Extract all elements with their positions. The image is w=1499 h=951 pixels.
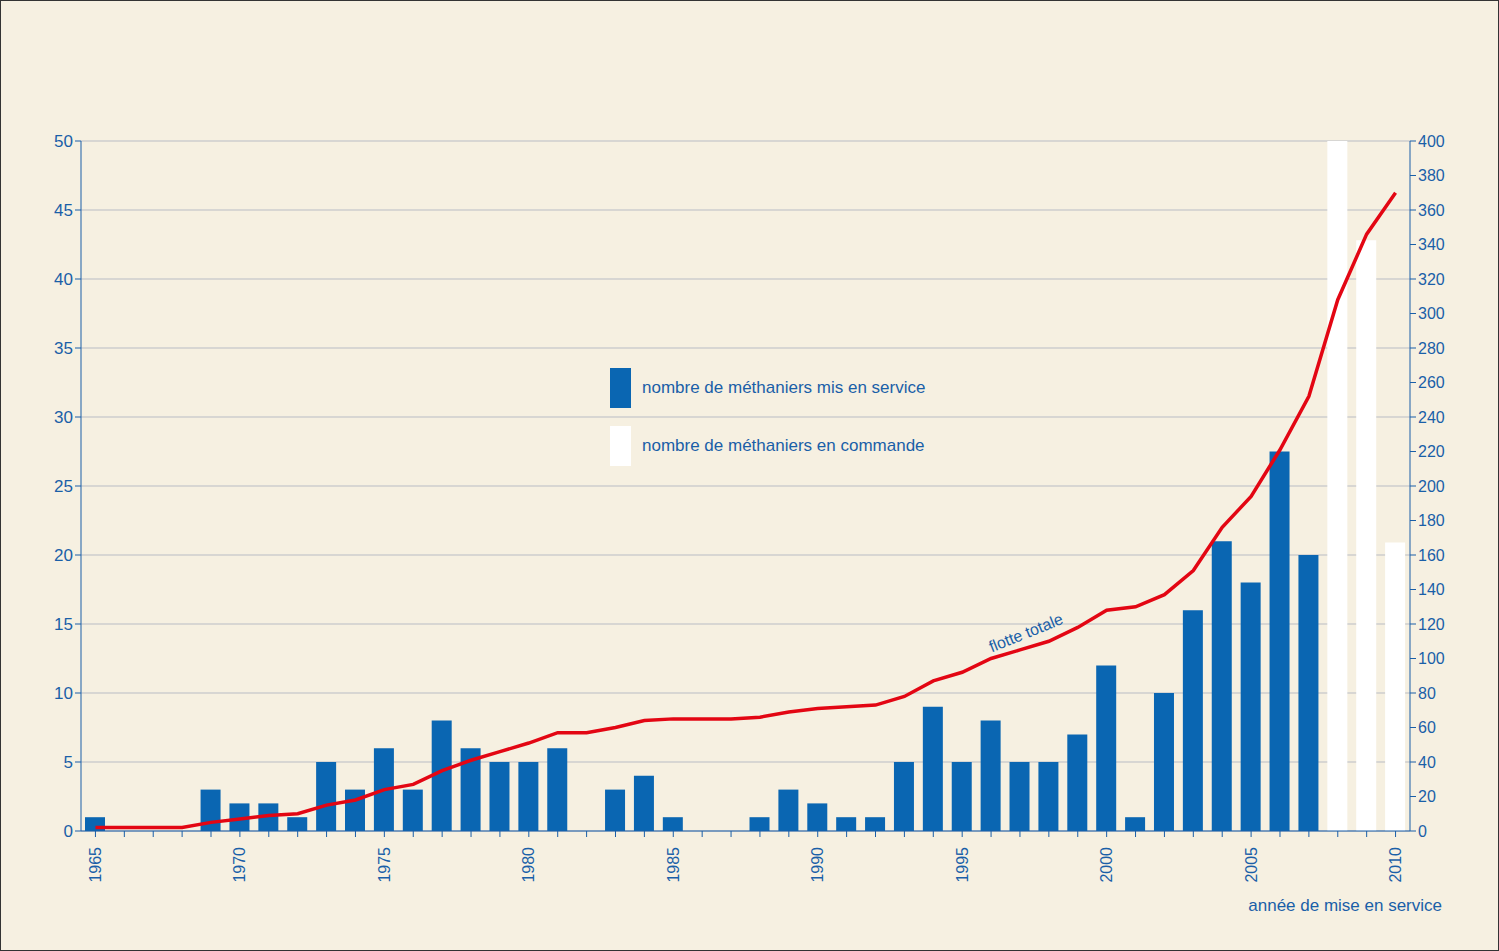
svg-text:45: 45 [54,201,73,220]
svg-text:1990: 1990 [809,847,826,883]
svg-text:0: 0 [64,822,73,841]
svg-text:25: 25 [54,477,73,496]
svg-text:1965: 1965 [87,847,104,883]
svg-text:1980: 1980 [520,847,537,883]
svg-text:1970: 1970 [231,847,248,883]
svg-text:1975: 1975 [376,847,393,883]
svg-text:0: 0 [1418,823,1427,840]
svg-text:200: 200 [1418,478,1445,495]
svg-text:1995: 1995 [954,847,971,883]
svg-text:140: 140 [1418,581,1445,598]
svg-text:120: 120 [1418,616,1445,633]
svg-text:240: 240 [1418,409,1445,426]
html-text:année de mise en service: année de mise en service [1248,896,1442,915]
svg-text:50: 50 [54,132,73,151]
svg-text:20: 20 [54,546,73,565]
svg-text:flotte totale: flotte totale [986,610,1065,655]
svg-text:2005: 2005 [1243,847,1260,883]
svg-text:100: 100 [1418,650,1445,667]
svg-text:2010: 2010 [1387,847,1404,883]
svg-text:260: 260 [1418,374,1445,391]
svg-text:20: 20 [1418,788,1436,805]
svg-text:300: 300 [1418,305,1445,322]
svg-text:280: 280 [1418,340,1445,357]
svg-text:180: 180 [1418,512,1445,529]
svg-text:1985: 1985 [665,847,682,883]
svg-text:35: 35 [54,339,73,358]
svg-text:400: 400 [1418,133,1445,150]
svg-text:15: 15 [54,615,73,634]
svg-text:60: 60 [1418,719,1436,736]
svg-text:2000: 2000 [1098,847,1115,883]
svg-text:360: 360 [1418,202,1445,219]
svg-text:30: 30 [54,408,73,427]
svg-text:5: 5 [64,753,73,772]
svg-text:10: 10 [54,684,73,703]
html-text:nombre de méthaniers mis en se: nombre de méthaniers mis en service [642,378,926,397]
svg-text:340: 340 [1418,236,1445,253]
svg-text:160: 160 [1418,547,1445,564]
svg-text:80: 80 [1418,685,1436,702]
svg-text:40: 40 [54,270,73,289]
svg-text:380: 380 [1418,167,1445,184]
svg-text:40: 40 [1418,754,1436,771]
svg-text:220: 220 [1418,443,1445,460]
svg-text:320: 320 [1418,271,1445,288]
html-text:nombre de méthaniers en comman: nombre de méthaniers en commande [642,436,925,455]
